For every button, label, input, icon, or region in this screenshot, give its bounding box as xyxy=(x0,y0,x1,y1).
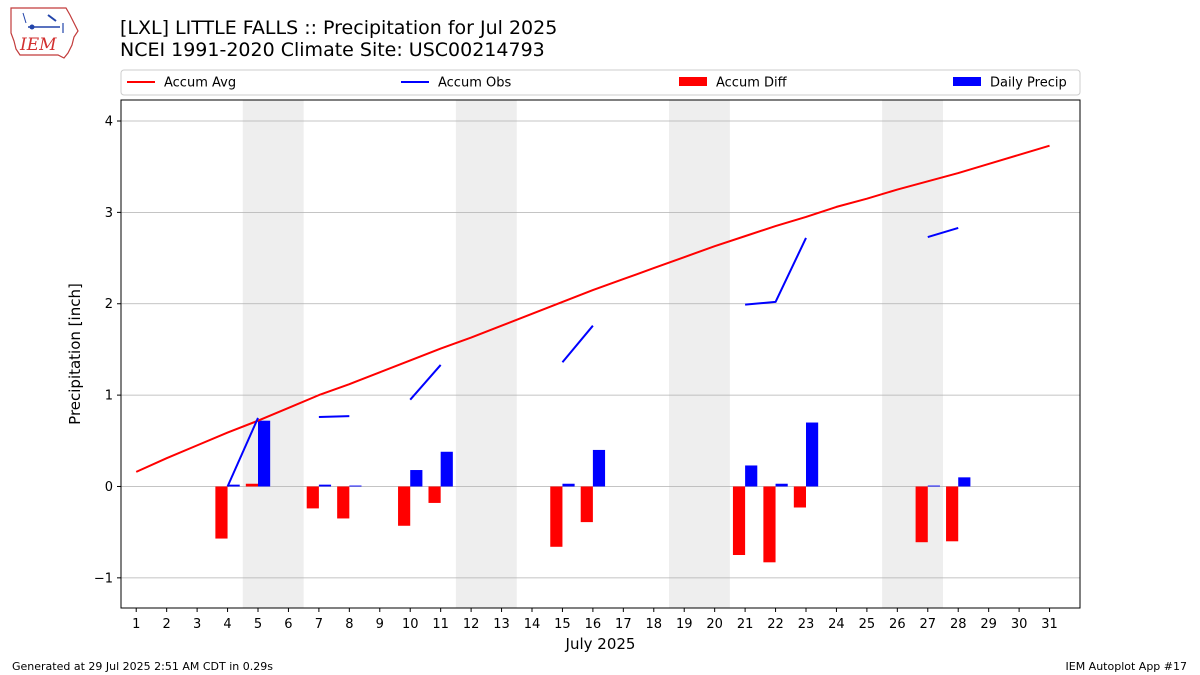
legend-accum-diff-swatch xyxy=(679,77,707,86)
legend-accum-obs-label: Accum Obs xyxy=(438,76,511,91)
footer-generated: Generated at 29 Jul 2025 2:51 AM CDT in … xyxy=(12,660,273,673)
x-tick-label: 13 xyxy=(493,617,510,632)
accum-obs-line xyxy=(226,417,259,487)
accum-obs-line xyxy=(318,415,350,419)
x-axis-label: July 2025 xyxy=(565,635,636,653)
y-axis-label: Precipitation [inch] xyxy=(66,283,84,425)
x-tick-label: 22 xyxy=(767,617,784,632)
daily-precip-bar xyxy=(806,422,819,487)
legend: Accum Avg Accum Obs Accum Diff Daily Precip xyxy=(120,69,1081,96)
x-tick-label: 10 xyxy=(402,617,419,632)
daily-precip-bar xyxy=(958,477,971,487)
weekend-shading xyxy=(242,100,943,608)
accum-diff-bar xyxy=(306,486,319,509)
accum-diff-bar xyxy=(915,486,928,543)
x-tick-label: 8 xyxy=(345,617,353,632)
x-tick-label: 9 xyxy=(376,617,384,632)
accum-obs-line xyxy=(561,325,594,363)
lines xyxy=(135,144,1050,487)
weekend-band-3 xyxy=(882,100,943,608)
iem-logo: IEM xyxy=(8,5,82,59)
accum-diff-bar xyxy=(215,486,228,539)
x-tick-label: 21 xyxy=(737,617,754,632)
daily-precip-bar xyxy=(927,485,940,487)
y-tick-label: 0 xyxy=(105,480,113,495)
x-tick-label: 12 xyxy=(463,617,480,632)
x-tick-label: 25 xyxy=(859,617,876,632)
daily-precip-bar xyxy=(258,420,271,487)
daily-precip-bar xyxy=(227,484,240,487)
x-tick-label: 23 xyxy=(798,617,815,632)
accum-diff-bar xyxy=(763,486,776,563)
accum-diff-bar xyxy=(337,486,350,519)
daily-precip-bar xyxy=(349,485,362,487)
accum-diff-bar xyxy=(793,486,806,508)
daily-precip-bar xyxy=(410,470,423,487)
y-tick-label: 4 xyxy=(105,115,113,130)
daily-precip-bar xyxy=(318,484,332,487)
x-tick-label: 30 xyxy=(1011,617,1028,632)
x-tick-label: 19 xyxy=(676,617,693,632)
weekend-band-1 xyxy=(455,100,517,608)
x-tick-label: 18 xyxy=(646,617,663,632)
x-tick-label: 6 xyxy=(284,617,292,632)
accum-diff-bar xyxy=(428,486,441,503)
x-tick-label: 11 xyxy=(432,617,449,632)
weekend-band-2 xyxy=(669,100,730,608)
x-tick-label: 28 xyxy=(950,617,967,632)
x-tick-label: 15 xyxy=(554,617,571,632)
daily-precip-bar xyxy=(775,483,788,487)
legend-daily-precip-label: Daily Precip xyxy=(990,76,1067,91)
logo-text: IEM xyxy=(19,35,57,55)
x-tick-label: 20 xyxy=(706,617,723,632)
chart-title: [LXL] LITTLE FALLS :: Precipitation for … xyxy=(120,17,558,39)
chart-subtitle: NCEI 1991-2020 Climate Site: USC00214793 xyxy=(120,39,545,61)
footer-app: IEM Autoplot App #17 xyxy=(1065,660,1188,673)
x-tick-label: 4 xyxy=(223,617,231,632)
bars xyxy=(215,420,971,563)
weekend-band-0 xyxy=(242,100,304,608)
y-tick-label: 3 xyxy=(105,206,113,221)
gridlines xyxy=(121,120,1080,579)
x-tick-label: 17 xyxy=(615,617,632,632)
x-tick-label: 16 xyxy=(585,617,602,632)
plot-frame xyxy=(120,99,1081,609)
x-tick-label: 26 xyxy=(889,617,906,632)
legend-box xyxy=(120,69,1081,96)
accum-diff-bar xyxy=(946,486,959,542)
x-tick-label: 24 xyxy=(828,617,845,632)
x-tick-label: 31 xyxy=(1041,617,1058,632)
daily-precip-bar xyxy=(562,483,575,487)
x-tick-label: 1 xyxy=(132,617,140,632)
x-tick-label: 2 xyxy=(163,617,171,632)
accum-avg-line xyxy=(135,144,1050,473)
accum-obs-line xyxy=(927,226,959,239)
legend-accum-diff-label: Accum Diff xyxy=(716,76,788,91)
accum-diff-bar xyxy=(732,486,746,556)
legend-accum-avg-label: Accum Avg xyxy=(164,76,236,91)
accum-obs-line xyxy=(745,237,807,306)
y-tick-label: 1 xyxy=(105,389,113,404)
x-tick-label: 29 xyxy=(980,617,997,632)
y-tick-label: −1 xyxy=(94,571,113,586)
x-tick-label: 14 xyxy=(524,617,541,632)
accum-diff-bar xyxy=(550,486,563,547)
daily-precip-bar xyxy=(440,451,453,487)
x-tick-label: 5 xyxy=(254,617,262,632)
x-tick-label: 3 xyxy=(193,617,201,632)
legend-daily-precip-swatch xyxy=(953,77,981,86)
accum-diff-bar xyxy=(398,486,411,526)
accum-diff-bar xyxy=(580,486,593,523)
accum-obs-line xyxy=(409,364,442,401)
x-tick-label: 27 xyxy=(920,617,937,632)
daily-precip-bar xyxy=(745,465,758,487)
daily-precip-bar xyxy=(592,449,606,487)
y-tick-label: 2 xyxy=(105,297,113,312)
accum-diff-bar xyxy=(245,483,258,487)
x-tick-label: 7 xyxy=(315,617,323,632)
